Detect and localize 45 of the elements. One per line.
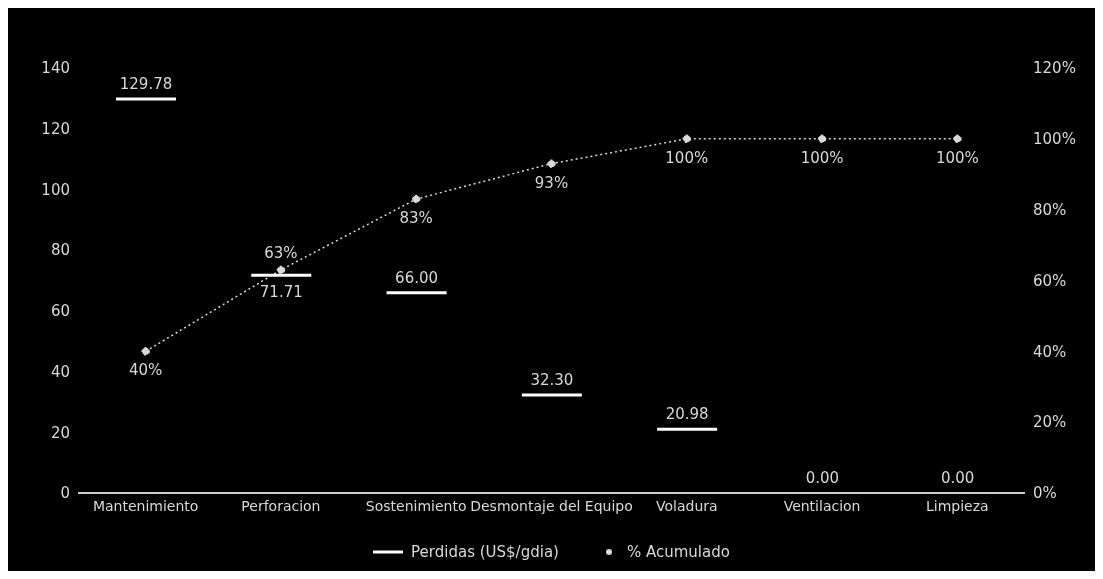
data-label: 83% [399,209,433,228]
point [411,194,421,204]
data-label: 0.00 [941,469,975,487]
point [547,159,556,168]
y-tick-label: 140 [41,59,70,78]
y2-tick-label: 60% [1033,271,1067,290]
point [276,265,286,275]
y-tick-label: 20 [50,423,70,442]
y2-tick-label: 120% [1033,59,1076,78]
data-label: 32.30 [530,370,574,389]
point [817,134,827,144]
point [141,347,150,356]
point [953,134,962,144]
x-tick-label: Desmontaje del Equipo [470,497,633,514]
data-label: 20.98 [665,405,709,424]
y2-tick-label: 0% [1033,484,1057,503]
legend-label: Perdidas (US$/gdia) [410,543,559,561]
x-tick-label: Limpieza [926,497,989,514]
x-tick-label: Ventilacion [783,497,861,514]
legend-label: % Acumulado [625,543,730,561]
y-tick-label: 80 [50,241,70,260]
data-label: 63% [264,243,298,262]
data-label: 100% [935,148,979,167]
data-label: 40% [128,361,163,380]
data-label: 0.00 [805,469,840,487]
data-label: 100% [665,148,709,167]
data-label: 71.71 [259,283,303,302]
y-tick-label: 60 [50,302,70,321]
y-tick-label: 40 [50,362,70,381]
y2-tick-label: 40% [1033,342,1067,361]
x-tick-label: Sostenimiento [365,497,467,514]
point [682,134,692,144]
x-tick-label: Voladura [655,497,718,514]
x-tick-label: Perforacion [241,497,321,514]
y-tick-label: 100 [41,180,70,199]
data-label: 100% [800,148,844,167]
data-label: 93% [534,173,569,192]
y-tick-label: 120 [41,120,70,139]
data-label: 129.78 [119,75,173,94]
data-label: 66.00 [395,268,439,287]
y2-tick-label: 80% [1033,200,1067,219]
y2-tick-label: 100% [1033,130,1076,149]
y2-tick-label: 20% [1033,413,1067,432]
x-tick-label: Mantenimiento [92,497,199,514]
y-tick-label: 0 [60,484,70,503]
